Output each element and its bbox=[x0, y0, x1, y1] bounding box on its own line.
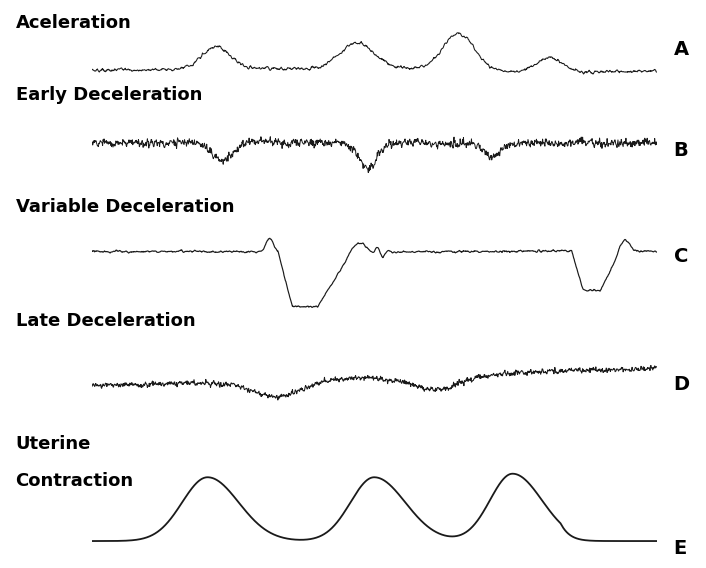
Text: Contraction: Contraction bbox=[16, 473, 133, 490]
Text: D: D bbox=[674, 375, 690, 394]
Text: Aceleration: Aceleration bbox=[16, 14, 131, 32]
Text: Uterine: Uterine bbox=[16, 435, 91, 453]
Text: Variable Deceleration: Variable Deceleration bbox=[16, 198, 234, 216]
Text: C: C bbox=[674, 247, 688, 265]
Text: B: B bbox=[674, 141, 688, 160]
Text: Late Deceleration: Late Deceleration bbox=[16, 312, 195, 329]
Text: E: E bbox=[674, 539, 687, 558]
Text: Early Deceleration: Early Deceleration bbox=[16, 86, 202, 105]
Text: A: A bbox=[674, 40, 688, 59]
